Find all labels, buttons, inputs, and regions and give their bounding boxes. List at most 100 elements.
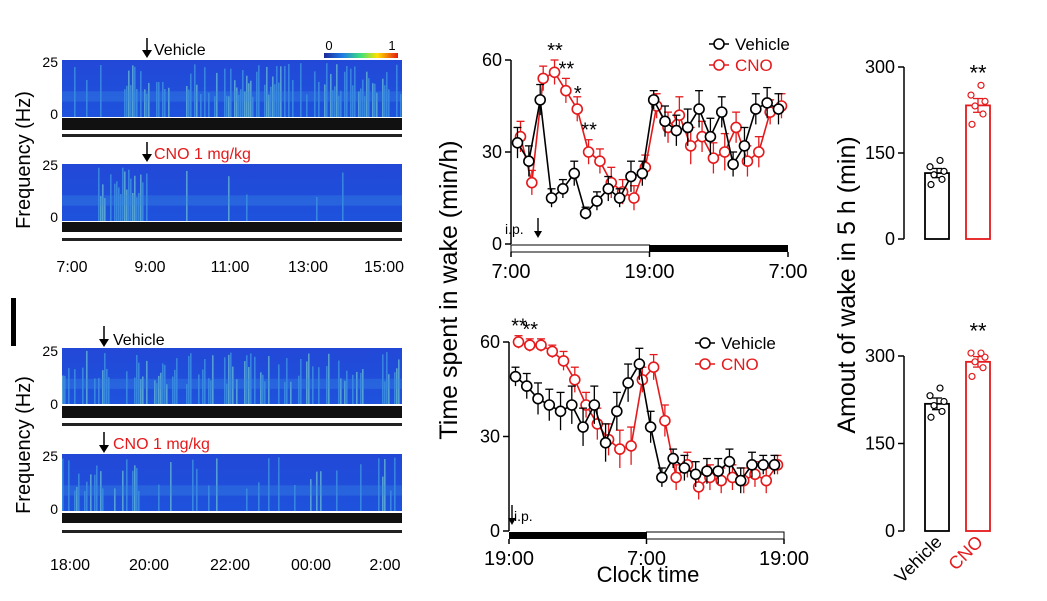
xtick-1500: 15:00 <box>364 259 404 276</box>
spectrogram-streak <box>138 362 140 404</box>
spectrogram-streak <box>366 71 368 117</box>
vehicle-data-point <box>509 370 522 383</box>
vehicle-data-point <box>689 468 702 481</box>
xtick-1800: 18:00 <box>50 557 90 574</box>
cno-data-point <box>718 146 731 158</box>
spectrogram-streak <box>318 81 320 117</box>
spectrogram-streak <box>268 94 270 117</box>
cno-data-point <box>548 66 561 79</box>
spectrogram-streak <box>62 375 64 404</box>
spectrogram-streak <box>94 378 96 404</box>
spectrogram-streak <box>188 355 190 404</box>
vehicle-individual-point <box>940 167 948 175</box>
spectrogram-streak <box>396 368 398 404</box>
spectrogram-streak <box>100 471 102 511</box>
vehicle-data-point <box>670 124 683 137</box>
significance-marker: ** <box>547 40 563 62</box>
x-tick-label: 7:00 <box>627 548 666 570</box>
spectrogram-streak <box>210 380 212 404</box>
vehicle-data-point <box>768 459 781 471</box>
spectrogram-streak <box>172 376 174 404</box>
spectrogram-streak <box>274 84 276 117</box>
bar-chart-top: 0 150 300 ** <box>865 57 991 249</box>
spectrogram-streak <box>140 379 142 404</box>
cno-data-point <box>537 72 549 85</box>
vehicle-data-point <box>591 195 603 207</box>
spectrogram-streak <box>354 66 356 117</box>
ytick-25-d: 25 <box>42 448 58 464</box>
light-phase-bar <box>510 244 650 253</box>
spectrogram-xticks-top: 7:00 9:00 11:00 13:00 15:00 <box>56 259 404 276</box>
spectrogram-streak <box>68 460 70 511</box>
spectrogram-streak <box>130 85 132 117</box>
spectrogram-streak <box>284 66 286 117</box>
spectrogram-streak <box>216 72 218 117</box>
spectrogram-streak <box>98 167 100 221</box>
spectrogram-streak <box>340 90 342 117</box>
vehicle-data-point <box>543 399 556 411</box>
spectrogram-streak <box>254 356 256 404</box>
vehicle-individual-point <box>938 175 946 183</box>
spectrogram-streak <box>142 182 144 221</box>
spectrogram-streak <box>160 372 162 404</box>
spectrogram-streak <box>356 371 358 404</box>
cno-data-point <box>730 121 742 134</box>
spectrogram-cno-night <box>62 454 402 511</box>
spectrogram-streak <box>164 364 166 404</box>
vehicle-data-point <box>738 140 751 152</box>
emg-trace-cno-day-2 <box>62 238 402 241</box>
spectrogram-streak <box>134 66 136 117</box>
spectrogram-streak <box>358 91 360 117</box>
spectrogram-streak <box>372 83 374 117</box>
spectrogram-streak <box>162 82 164 117</box>
cno-data-point <box>670 471 682 484</box>
spectrogram-streak <box>64 375 66 404</box>
spectrogram-streak <box>144 89 146 117</box>
spectrogram-streak <box>126 371 128 404</box>
spectrogram-streak <box>134 175 136 221</box>
spectrogram-streak <box>170 462 172 511</box>
y-tick-label: 30 <box>482 142 502 162</box>
spectrogram-streak <box>230 352 232 404</box>
spectrogram-streak <box>166 384 168 404</box>
vehicle-data-point <box>554 405 567 418</box>
y-tick-label: 150 <box>865 434 895 454</box>
spectrogram-streak <box>128 169 130 221</box>
spectrogram-streak <box>352 85 354 117</box>
spectrogram-band <box>62 91 402 102</box>
spectrogram-streak <box>126 85 128 117</box>
emg-trace-vehicle-day <box>62 118 402 130</box>
spectrogram-streak <box>284 382 286 404</box>
significance-marker: ** <box>581 120 597 142</box>
spectrogram-streak <box>130 178 132 221</box>
ip-arrow-head <box>534 231 542 238</box>
legend-vehicle-label: Vehicle <box>735 35 790 54</box>
spectrogram-streak <box>86 350 88 404</box>
cno-individual-point <box>979 110 987 118</box>
spectrogram-streak <box>124 89 126 117</box>
spectrogram-streak <box>140 174 142 221</box>
dark-phase-bar <box>509 532 647 539</box>
spectrogram-streak <box>316 471 318 511</box>
dark-phase-bar <box>649 245 788 252</box>
spectrogram-streak <box>280 66 282 117</box>
spectrogram-streak <box>270 86 272 117</box>
vehicle-data-point <box>588 399 601 411</box>
spectrogram-streak <box>148 82 150 117</box>
cno-individual-point <box>968 120 976 128</box>
spectrogram-streak <box>262 374 264 404</box>
spectrogram-streak <box>164 88 166 117</box>
spectrogram-streak <box>338 95 340 117</box>
spectrogram-streak <box>394 457 396 511</box>
spectrogram-streak <box>134 465 136 511</box>
x-tick-label: 19:00 <box>759 548 809 570</box>
spectrogram-streak <box>342 172 344 221</box>
spectrogram-streak <box>158 484 160 511</box>
significance-marker: ** <box>969 319 987 344</box>
cno-data-point <box>707 152 720 164</box>
y-tick-label: 0 <box>885 521 895 541</box>
spectrogram-streak <box>236 379 238 404</box>
spectrogram-streak <box>320 471 322 511</box>
spectrogram-streak <box>344 71 346 117</box>
